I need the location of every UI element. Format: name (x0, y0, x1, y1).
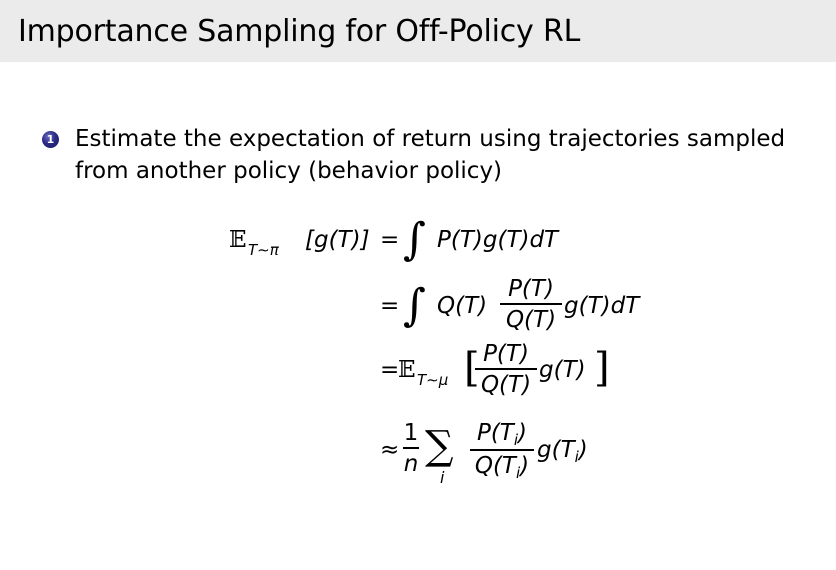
ratio-fraction: P(T) Q(T) (500, 276, 562, 333)
g-close: ) (578, 437, 588, 463)
expectation-subscript: T∼μ (417, 371, 449, 389)
q-factor: Q(T) (437, 293, 488, 319)
denominator-base: Q(T (474, 452, 516, 479)
g-base: g(T (537, 437, 575, 463)
fraction-numerator: 1 (403, 420, 419, 446)
fraction-bar (403, 447, 419, 449)
fraction-bar (470, 449, 534, 451)
equals-sign: = (380, 227, 400, 253)
numerator-base: P(T (476, 420, 514, 446)
expectation-symbol: 𝔼 (398, 357, 416, 383)
denominator-close: ) (520, 452, 530, 479)
open-bracket: [ (464, 345, 480, 391)
slide-title-bar: Importance Sampling for Off-Policy RL (0, 0, 836, 62)
lhs-argument: [g(T)] (305, 227, 370, 253)
g-of-ti: g(Ti) (537, 436, 588, 466)
summation-index: i (440, 468, 445, 487)
fraction-denominator: Q(Ti) (474, 452, 530, 482)
bullet-text: Estimate the expectation of return using… (75, 126, 786, 184)
fraction-numerator: P(T) (483, 341, 529, 367)
fraction-bar (475, 368, 537, 370)
g-subscript: i (574, 448, 579, 466)
fraction-numerator: P(T) (508, 276, 554, 302)
g-of-t: g(T) (539, 357, 586, 383)
integral-sign: ∫ (403, 214, 426, 265)
approx-sign: ≈ (380, 437, 400, 463)
integral-sign: ∫ (403, 280, 426, 331)
integrand-tail: g(T)dT (564, 293, 640, 319)
ratio-fraction: P(T) Q(T) (475, 341, 537, 398)
one-over-n-fraction: 1 n (403, 420, 419, 477)
expectation-symbol: 𝔼 (229, 227, 247, 253)
bullet-number-badge: 1 (42, 131, 59, 148)
fraction-denominator: Q(T) (480, 371, 532, 398)
fraction-denominator: n (403, 450, 419, 477)
fraction-denominator: Q(T) (505, 306, 557, 333)
slide-title: Importance Sampling for Off-Policy RL (18, 14, 581, 49)
summation-sign: ∑ (425, 423, 454, 469)
fraction-numerator: P(Ti) (476, 420, 528, 449)
equals-sign: = (380, 357, 400, 383)
numerator-subscript: i (513, 431, 519, 449)
fraction-bar (500, 303, 562, 305)
expectation-subscript: T∼π (248, 241, 279, 259)
close-bracket: ] (594, 345, 610, 391)
numerator-close: ) (518, 420, 528, 446)
ratio-fraction: P(Ti) Q(Ti) (470, 420, 534, 482)
denominator-subscript: i (515, 463, 521, 482)
equals-sign: = (380, 293, 400, 319)
rhs-integrand: P(T)g(T)dT (437, 227, 559, 253)
